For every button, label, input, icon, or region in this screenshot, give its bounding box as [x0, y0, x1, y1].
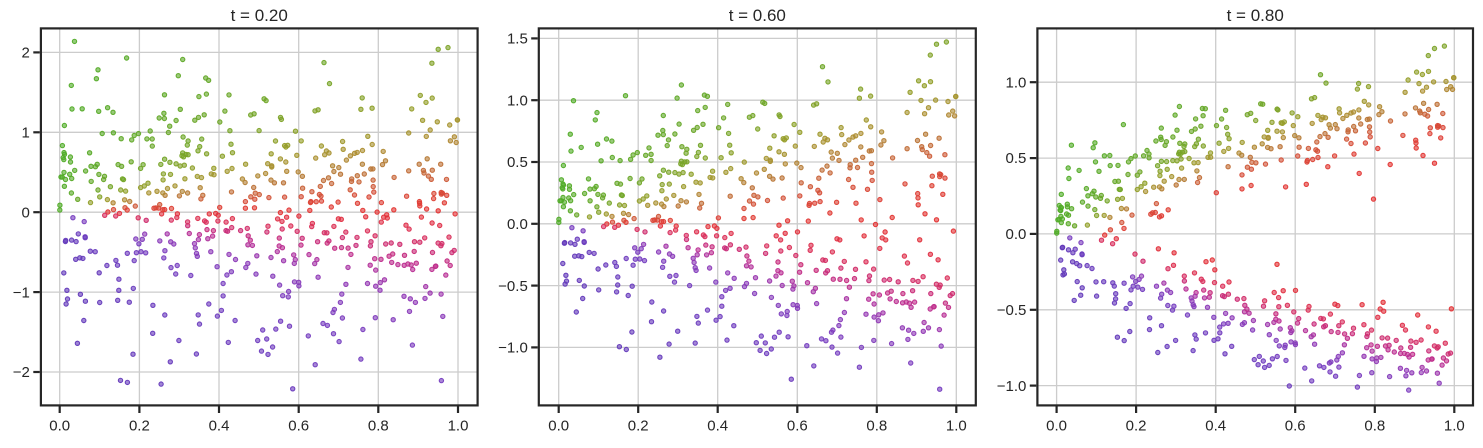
- svg-text:0.8: 0.8: [368, 418, 389, 435]
- svg-text:0.5: 0.5: [507, 154, 528, 171]
- svg-text:1.0: 1.0: [448, 418, 469, 435]
- svg-text:0: 0: [22, 204, 30, 221]
- svg-text:1.0: 1.0: [1444, 418, 1465, 435]
- svg-text:0.8: 0.8: [866, 418, 887, 435]
- svg-text:−1.0: −1.0: [498, 340, 528, 357]
- svg-text:−2: −2: [13, 364, 30, 381]
- svg-text:1.5: 1.5: [507, 31, 528, 48]
- svg-text:0.4: 0.4: [209, 418, 230, 435]
- svg-text:1.0: 1.0: [1006, 74, 1027, 91]
- svg-text:1.0: 1.0: [946, 418, 967, 435]
- svg-text:t = 0.60: t = 0.60: [729, 6, 786, 25]
- svg-text:−0.5: −0.5: [997, 302, 1027, 319]
- svg-text:0.0: 0.0: [49, 418, 70, 435]
- svg-text:2: 2: [22, 45, 30, 62]
- svg-text:0.0: 0.0: [1006, 226, 1027, 243]
- svg-text:−1.0: −1.0: [997, 378, 1027, 395]
- svg-text:−1: −1: [13, 284, 30, 301]
- svg-text:0.6: 0.6: [1285, 418, 1306, 435]
- svg-text:−0.5: −0.5: [498, 278, 528, 295]
- svg-text:0.0: 0.0: [507, 216, 528, 233]
- svg-text:0.6: 0.6: [288, 418, 309, 435]
- svg-text:0.2: 0.2: [628, 418, 649, 435]
- svg-text:0.0: 0.0: [1046, 418, 1067, 435]
- svg-text:t = 0.20: t = 0.20: [231, 6, 288, 25]
- svg-text:0.4: 0.4: [1205, 418, 1226, 435]
- svg-text:0.2: 0.2: [1126, 418, 1147, 435]
- svg-text:1: 1: [22, 125, 30, 142]
- svg-text:0.0: 0.0: [548, 418, 569, 435]
- svg-text:0.2: 0.2: [129, 418, 150, 435]
- svg-text:0.6: 0.6: [787, 418, 808, 435]
- svg-text:1.0: 1.0: [507, 92, 528, 109]
- svg-text:0.5: 0.5: [1006, 150, 1027, 167]
- svg-text:0.4: 0.4: [707, 418, 728, 435]
- svg-text:t = 0.80: t = 0.80: [1227, 6, 1284, 25]
- svg-text:0.8: 0.8: [1364, 418, 1385, 435]
